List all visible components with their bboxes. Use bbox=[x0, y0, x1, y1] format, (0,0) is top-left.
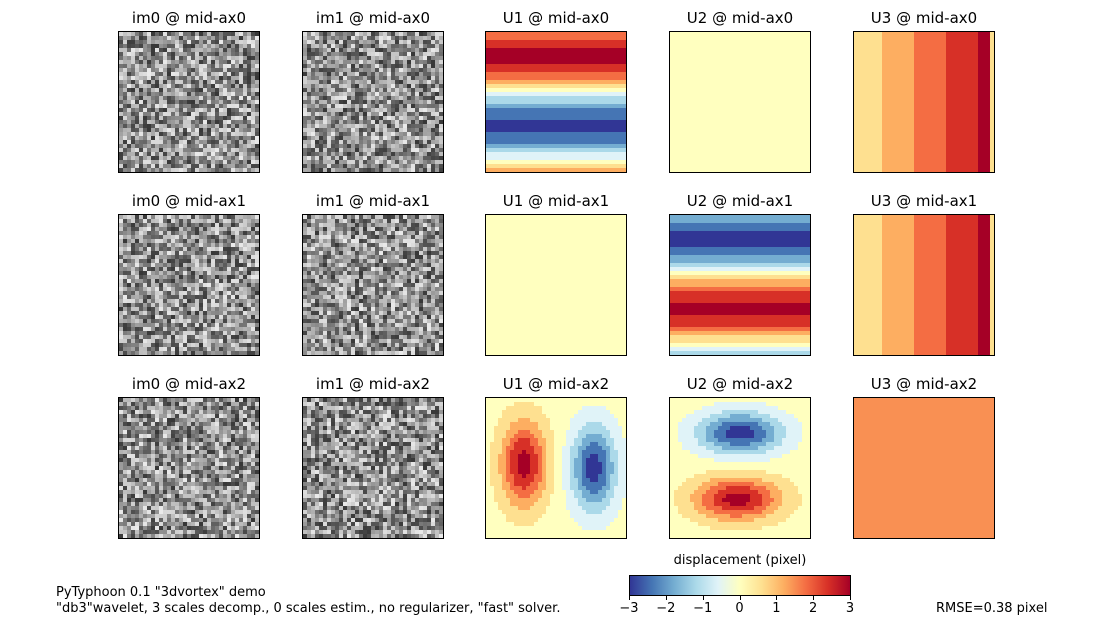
colorbar-tick-label: 1 bbox=[772, 601, 781, 616]
colorbar bbox=[629, 575, 851, 596]
panel-title: U1 @ mid-ax1 bbox=[502, 192, 610, 210]
colorbar-tick-label: 2 bbox=[809, 601, 818, 616]
footer-line-1: PyTyphoon 0.1 "3dvortex" demo bbox=[56, 585, 266, 600]
panel-image bbox=[669, 31, 811, 173]
colorbar-tick-label: 3 bbox=[845, 601, 855, 616]
panel-title: im0 @ mid-ax0 bbox=[131, 9, 247, 27]
colorbar-tick bbox=[850, 596, 851, 600]
colorbar-tick bbox=[629, 596, 630, 600]
panel-image bbox=[485, 31, 627, 173]
panel-image bbox=[302, 397, 444, 539]
panel-image bbox=[669, 397, 811, 539]
panel-title: U1 @ mid-ax0 bbox=[502, 9, 610, 27]
panel-title: U1 @ mid-ax2 bbox=[502, 375, 610, 393]
colorbar-title: displacement (pixel) bbox=[673, 553, 807, 568]
colorbar-tick bbox=[739, 596, 741, 600]
panel-title: U3 @ mid-ax0 bbox=[870, 9, 978, 27]
panel-title: U3 @ mid-ax2 bbox=[870, 375, 978, 393]
panel-title: im0 @ mid-ax1 bbox=[131, 192, 247, 210]
panel-image bbox=[853, 214, 995, 356]
panel-image bbox=[853, 31, 995, 173]
colorbar-tick bbox=[813, 596, 815, 600]
panel-title: im1 @ mid-ax2 bbox=[315, 375, 431, 393]
rmse-label: RMSE=0.38 pixel bbox=[936, 601, 1048, 616]
panel-image bbox=[118, 31, 260, 173]
colorbar-tick bbox=[776, 596, 778, 600]
panel-image bbox=[118, 397, 260, 539]
panel-image bbox=[485, 397, 627, 539]
panel-title: U2 @ mid-ax2 bbox=[686, 375, 794, 393]
footer-line-2: "db3"wavelet, 3 scales decomp., 0 scales… bbox=[56, 601, 561, 616]
panel-title: U3 @ mid-ax1 bbox=[870, 192, 978, 210]
panel-image bbox=[485, 214, 627, 356]
panel-title: im0 @ mid-ax2 bbox=[131, 375, 247, 393]
panel-title: U2 @ mid-ax0 bbox=[686, 9, 794, 27]
colorbar-tick-label: −1 bbox=[693, 601, 713, 616]
colorbar-tick bbox=[702, 596, 704, 600]
panel-image bbox=[118, 214, 260, 356]
colorbar-tick-label: 0 bbox=[735, 601, 744, 616]
panel-title: U2 @ mid-ax1 bbox=[686, 192, 794, 210]
panel-title: im1 @ mid-ax1 bbox=[315, 192, 431, 210]
panel-image bbox=[302, 31, 444, 173]
panel-image bbox=[853, 397, 995, 539]
panel-image bbox=[669, 214, 811, 356]
colorbar-tick bbox=[665, 596, 667, 600]
panel-title: im1 @ mid-ax0 bbox=[315, 9, 431, 27]
colorbar-tick-label: −3 bbox=[619, 601, 639, 616]
panel-image bbox=[302, 214, 444, 356]
colorbar-tick-label: −2 bbox=[656, 601, 676, 616]
